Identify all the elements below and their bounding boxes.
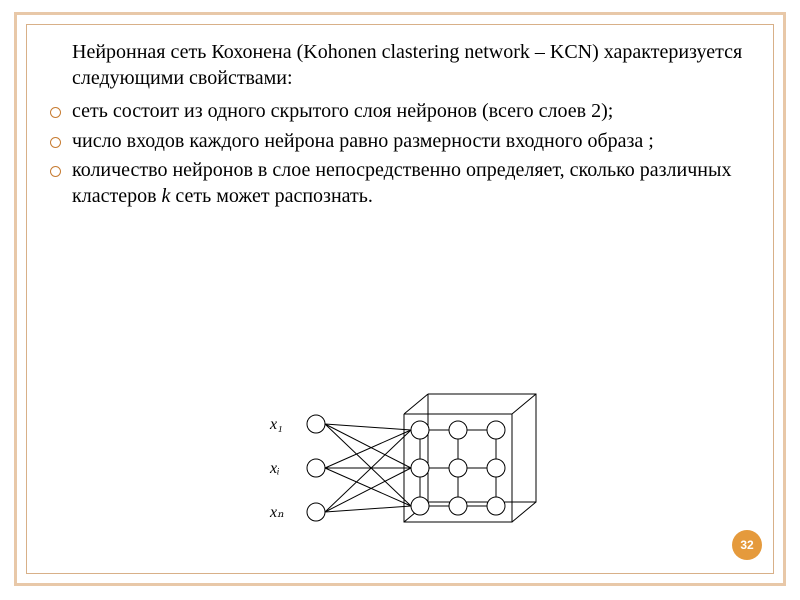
bullet-text-3: количество нейронов в слое непосредствен… (72, 159, 731, 207)
svg-text:x₁: x₁ (269, 416, 283, 433)
diagram-container: x₁ xᵢ xₙ (0, 384, 800, 552)
svg-text:xᵢ: xᵢ (269, 460, 280, 477)
list-item: количество нейронов в слое непосредствен… (48, 158, 752, 209)
bullet-list: сеть состоит из одного скрытого слоя ней… (48, 99, 752, 209)
kohonen-network-diagram: x₁ xᵢ xₙ (230, 384, 570, 552)
svg-text:xₙ: xₙ (269, 504, 284, 521)
slide-content: Нейронная сеть Кохонена (Kohonen claster… (48, 40, 752, 214)
list-item: число входов каждого нейрона равно разме… (48, 129, 752, 155)
page-number-badge: 32 (732, 530, 762, 560)
list-item: сеть состоит из одного скрытого слоя ней… (48, 99, 752, 125)
page-number: 32 (740, 538, 753, 552)
intro-paragraph: Нейронная сеть Кохонена (Kohonen claster… (48, 40, 752, 91)
